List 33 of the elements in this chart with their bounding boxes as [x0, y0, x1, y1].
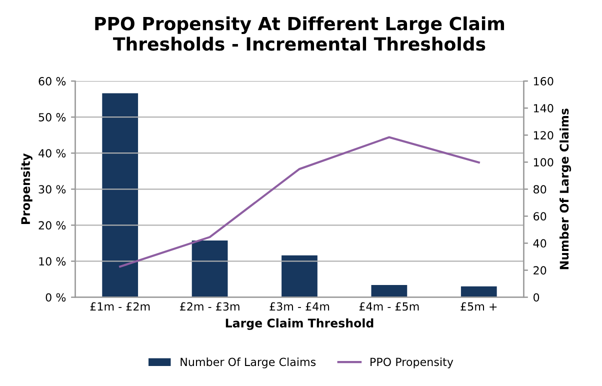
y-tick-label: 10 %: [39, 257, 66, 266]
legend-label: PPO Propensity: [370, 358, 454, 368]
y2-tick-label: 120: [534, 131, 554, 140]
x-tick-label: £5m +: [460, 302, 497, 311]
legend-label: Number Of Large Claims: [180, 358, 316, 368]
y-tick-label: 40 %: [38, 149, 66, 158]
y-tick-label: 50 %: [38, 113, 66, 122]
y2-tick-label: 100: [534, 158, 554, 166]
y-axis-title: Propensity: [20, 153, 32, 224]
bar: [102, 93, 138, 298]
y2-tick-label: 40: [533, 239, 546, 248]
y-tick-label: 60 %: [38, 77, 66, 86]
bar: [460, 286, 497, 298]
x-tick-label: £4m - £5m: [359, 302, 419, 311]
y2-tick-label: 140: [534, 104, 554, 112]
x-tick-label: £3m - £4m: [270, 302, 330, 311]
y2-tick-label: 0: [534, 293, 540, 302]
bar: [192, 240, 228, 298]
x-tick-label: £1m - £2m: [90, 302, 150, 311]
y2-tick-label: 160: [534, 77, 554, 86]
bar: [282, 255, 318, 298]
x-tick-label: £2m - £3m: [180, 302, 240, 311]
y-tick-label: 0 %: [46, 293, 66, 302]
y2-tick-label: 20: [534, 266, 546, 275]
x-axis-title: Large Claim Threshold: [226, 318, 374, 330]
y-tick-label: 20 %: [38, 221, 66, 230]
y2-axis-title: Number Of Large Claims: [560, 108, 572, 270]
line-series: [119, 136, 480, 268]
chart-title: PPO Propensity At Different Large Claim Thresholds - Incremental Thresholds: [95, 16, 504, 51]
y2-tick-label: 60: [534, 212, 546, 221]
y2-tick-label: 80: [534, 185, 546, 194]
y-tick-label: 30 %: [38, 185, 66, 194]
bar: [371, 285, 408, 298]
